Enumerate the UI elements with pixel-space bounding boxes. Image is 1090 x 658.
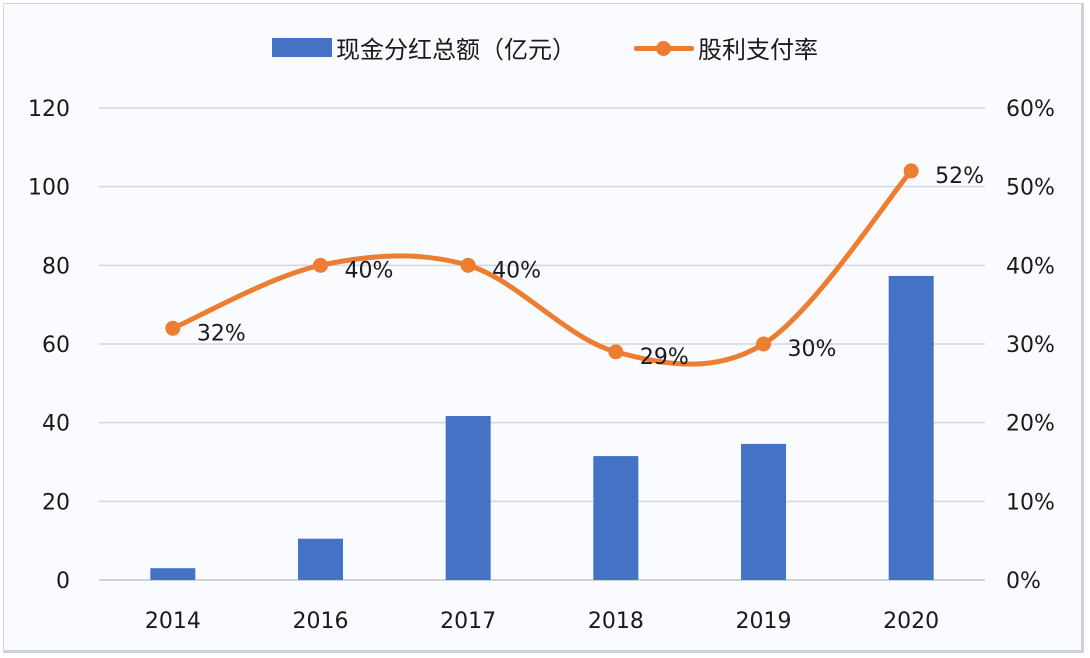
bar [593, 456, 639, 580]
x-axis-tick-label: 2020 [883, 609, 939, 634]
data-label: 40% [345, 258, 394, 283]
legend-label-cash-dividend: 现金分红总额（亿元） [336, 36, 576, 64]
x-axis-tick-label: 2017 [440, 609, 496, 634]
bar [445, 415, 491, 580]
data-label: 30% [788, 337, 837, 362]
bar [888, 275, 934, 580]
line-marker [460, 257, 476, 273]
right-axis-tick-label: 10% [1006, 490, 1055, 515]
left-axis-tick-label: 100 [28, 176, 70, 201]
legend-item-payout-ratio: 股利支付率 [634, 30, 818, 65]
left-axis-tick-label: 60 [42, 333, 70, 358]
x-axis-tick-label: 2014 [145, 609, 201, 634]
right-axis-tick-label: 0% [1006, 569, 1041, 594]
bar [150, 568, 196, 580]
line-marker-swatch-icon [634, 38, 694, 58]
payout-ratio-line [170, 168, 914, 367]
right-axis-tick-label: 60% [1006, 97, 1055, 122]
line-marker [903, 163, 919, 179]
bar-swatch-icon [272, 38, 332, 57]
bar-series [150, 275, 934, 580]
right-axis-tick-label: 30% [1006, 333, 1055, 358]
line-marker [756, 336, 771, 352]
line-marker [165, 320, 181, 336]
left-axis-tick-label: 120 [28, 97, 70, 122]
legend-label-payout-ratio: 股利支付率 [698, 36, 818, 64]
legend-item-cash-dividend: 现金分红总额（亿元） [272, 30, 576, 65]
left-axis-tick-label: 0 [56, 569, 70, 594]
data-label: 40% [492, 258, 541, 283]
chart-legend: 现金分红总额（亿元） 股利支付率 [0, 30, 1090, 65]
x-axis-tick-label: 2019 [736, 609, 792, 634]
left-axis-tick-label: 40 [42, 412, 70, 437]
left-axis-ticks: 0 20 40 60 80 100 120 [28, 97, 70, 594]
right-axis-tick-label: 50% [1006, 176, 1055, 201]
x-axis-ticks: 2014 2016 2017 2018 2019 2020 [145, 609, 939, 634]
right-axis-tick-label: 20% [1006, 412, 1055, 437]
data-label: 29% [640, 345, 689, 370]
data-label: 52% [935, 164, 984, 189]
left-axis-tick-label: 20 [42, 490, 70, 515]
bar [741, 443, 786, 580]
x-axis-tick-label: 2016 [293, 609, 349, 634]
bar [298, 538, 343, 580]
x-axis-tick-label: 2018 [588, 609, 644, 634]
data-label: 32% [197, 321, 246, 346]
line-marker [313, 257, 328, 273]
right-axis-ticks: 0% 10% 20% 30% 40% 50% 60% [1006, 97, 1055, 594]
right-axis-tick-label: 40% [1006, 254, 1055, 279]
left-axis-tick-label: 80 [42, 254, 70, 279]
line-series: 32% 40% 40% 29% 30% 52% [165, 163, 984, 370]
line-marker [608, 344, 624, 360]
